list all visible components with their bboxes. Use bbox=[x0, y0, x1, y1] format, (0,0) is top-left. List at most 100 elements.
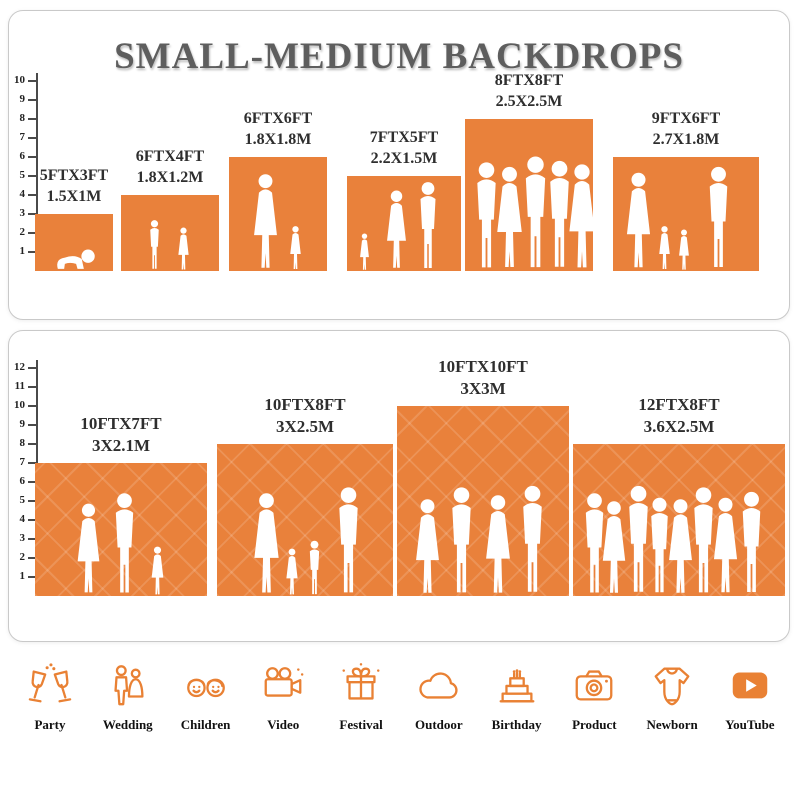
ruler-tick: 4 bbox=[20, 513, 36, 525]
ruler-tick: 5 bbox=[20, 169, 36, 181]
backdrop-6x6: 6FTX6FT 1.8X1.8M bbox=[229, 109, 327, 271]
category-label: Video bbox=[267, 717, 300, 732]
woman-silhouette-icon bbox=[383, 189, 410, 271]
backdrop-canvas bbox=[217, 444, 393, 596]
backdrop-canvas bbox=[465, 119, 593, 271]
ruler-tick: 1 bbox=[20, 245, 36, 257]
ruler-top: 10 9 8 7 6 5 4 3 2 1 bbox=[12, 73, 38, 271]
ruler-tick: 3 bbox=[20, 532, 36, 544]
ruler-tick: 2 bbox=[20, 226, 36, 238]
ruler-tick-number: 10 bbox=[14, 74, 25, 86]
child-silhouette-icon bbox=[305, 540, 324, 596]
category-label: Birthday bbox=[491, 717, 542, 732]
ruler-tick: 9 bbox=[20, 93, 36, 105]
woman-silhouette-icon bbox=[411, 498, 444, 596]
man-silhouette-icon bbox=[330, 486, 367, 596]
ruler-tick: 11 bbox=[15, 380, 36, 392]
child-silhouette-icon bbox=[149, 546, 166, 596]
child-silhouette-icon bbox=[284, 548, 300, 596]
backdrop-size-label: 9FTX6FT 2.7X1.8M bbox=[652, 109, 720, 151]
stage-bottom: 10FTX7FT 3X2.1M 10FTX8FT 3X2.5M bbox=[9, 331, 787, 596]
backdrop-size-label: 12FTX8FT 3.6X2.5M bbox=[638, 394, 719, 438]
backdrop-size-label: 6FTX4FT 1.8X1.2M bbox=[136, 147, 204, 189]
ruler-tick-number: 4 bbox=[19, 513, 26, 525]
ruler-tick: 12 bbox=[14, 361, 36, 373]
category-birthday: Birthday bbox=[481, 662, 553, 733]
ruler-tick: 10 bbox=[14, 399, 36, 411]
category-label: Newborn bbox=[646, 717, 698, 732]
category-outdoor: Outdoor bbox=[403, 662, 475, 733]
category-festival: Festival bbox=[325, 662, 397, 733]
category-party: Party bbox=[14, 662, 86, 733]
backdrop-size-m: 2.2X1.5M bbox=[370, 150, 438, 168]
ruler-tick: 4 bbox=[20, 188, 36, 200]
backdrop-5x3: 5FTX3FT 1.5X1M bbox=[35, 166, 113, 271]
ruler-tick-number: 6 bbox=[19, 150, 26, 162]
backdrop-size-m: 1.8X1.8M bbox=[244, 131, 312, 149]
backdrop-canvas bbox=[397, 406, 569, 596]
ruler-tick: 6 bbox=[20, 150, 36, 162]
ruler-tick-number: 3 bbox=[19, 532, 26, 544]
ruler-tick: 8 bbox=[20, 437, 36, 449]
child-silhouette-icon bbox=[358, 233, 371, 271]
backdrop-size-m: 1.8X1.2M bbox=[136, 169, 204, 187]
children-icon bbox=[186, 678, 225, 698]
ruler-tick: 3 bbox=[20, 207, 36, 219]
child-silhouette-icon bbox=[176, 227, 191, 271]
ruler-tick-number: 9 bbox=[19, 93, 26, 105]
backdrop-size-label: 8FTX8FT 2.5X2.5M bbox=[495, 71, 563, 113]
festival-icon bbox=[342, 663, 380, 700]
backdrop-size-m: 1.5X1M bbox=[46, 188, 102, 206]
backdrop-size-ft: 6FTX6FT bbox=[243, 110, 313, 128]
ruler-tick: 10 bbox=[14, 74, 36, 86]
man-silhouette-icon bbox=[413, 181, 443, 271]
ruler-tick: 9 bbox=[20, 418, 36, 430]
category-label: Festival bbox=[339, 717, 383, 732]
ruler-tick-number: 3 bbox=[19, 207, 26, 219]
backdrop-size-m: 3X2.1M bbox=[91, 435, 151, 455]
ruler-tick-number: 5 bbox=[19, 169, 26, 181]
backdrop-size-ft: 10FTX10FT bbox=[438, 356, 528, 376]
category-label: Product bbox=[572, 717, 617, 732]
ruler-tick-number: 7 bbox=[19, 131, 26, 143]
backdrop-size-ft: 6FTX4FT bbox=[135, 148, 205, 166]
newborn-icon bbox=[654, 667, 690, 706]
backdrop-size-ft: 9FTX6FT bbox=[651, 110, 721, 128]
backdrop-7x5: 7FTX5FT 2.2X1.5M bbox=[347, 128, 461, 271]
video-icon bbox=[264, 667, 304, 697]
woman-silhouette-icon bbox=[622, 171, 655, 271]
ruler-tick-number: 12 bbox=[14, 361, 25, 373]
category-product: Product bbox=[558, 662, 630, 733]
product-icon bbox=[575, 670, 613, 701]
man-silhouette-icon bbox=[701, 165, 736, 271]
backdrop-size-label: 10FTX10FT 3X3M bbox=[438, 356, 528, 400]
backdrop-size-label: 10FTX7FT 3X2.1M bbox=[80, 413, 161, 457]
backdrop-8x8: 8FTX8FT 2.5X2.5M bbox=[465, 71, 593, 271]
wedding-icon bbox=[114, 665, 144, 706]
backdrop-size-ft: 10FTX7FT bbox=[80, 413, 162, 433]
man-silhouette-icon bbox=[734, 490, 769, 596]
ruler-tick: 2 bbox=[20, 551, 36, 563]
ruler-tick-number: 1 bbox=[19, 245, 26, 257]
category-label: Party bbox=[34, 717, 66, 732]
backdrop-size-label: 5FTX3FT 1.5X1M bbox=[40, 166, 108, 208]
ruler-tick: 7 bbox=[20, 131, 36, 143]
large-panel: 12 11 10 9 8 7 6 5 4 3 2 1 10FTX7FT 3X2.… bbox=[8, 330, 790, 642]
ruler-tick-number: 9 bbox=[19, 418, 26, 430]
backdrop-size-ft: 5FTX3FT bbox=[39, 167, 109, 185]
youtube-icon bbox=[732, 672, 768, 699]
category-label: YouTube bbox=[725, 717, 775, 732]
backdrop-10x8: 10FTX8FT 3X2.5M bbox=[217, 394, 393, 596]
backdrop-size-ft: 8FTX8FT bbox=[494, 72, 564, 90]
backdrop-size-m: 3.6X2.5M bbox=[643, 416, 715, 436]
backdrop-size-m: 3X3M bbox=[460, 378, 506, 398]
backdrop-size-ft: 7FTX5FT bbox=[369, 129, 439, 147]
child-silhouette-icon bbox=[146, 219, 163, 271]
woman-silhouette-icon bbox=[564, 163, 600, 271]
backdrop-size-m: 2.5X2.5M bbox=[495, 93, 563, 111]
ruler-tick: 5 bbox=[20, 494, 36, 506]
party-icon bbox=[28, 663, 72, 703]
ruler-tick: 8 bbox=[20, 112, 36, 124]
backdrop-10x10: 10FTX10FT 3X3M bbox=[397, 356, 569, 596]
